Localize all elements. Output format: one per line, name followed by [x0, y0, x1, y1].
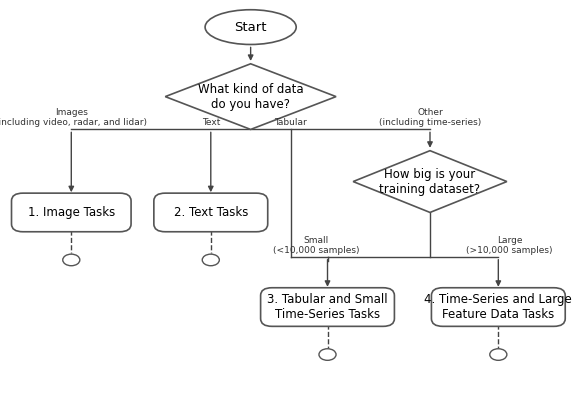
FancyBboxPatch shape	[154, 193, 268, 232]
Text: Large
(>10,000 samples): Large (>10,000 samples)	[467, 236, 553, 255]
Text: Images
(including video, radar, and lidar): Images (including video, radar, and lida…	[0, 108, 148, 128]
Text: Start: Start	[234, 20, 267, 33]
FancyBboxPatch shape	[12, 193, 131, 232]
Text: Small
(<10,000 samples): Small (<10,000 samples)	[273, 236, 360, 255]
Text: How big is your
training dataset?: How big is your training dataset?	[379, 167, 480, 195]
Text: 3. Tabular and Small
Time-Series Tasks: 3. Tabular and Small Time-Series Tasks	[267, 293, 388, 321]
Text: Text: Text	[202, 119, 220, 128]
Text: Other
(including time-series): Other (including time-series)	[379, 108, 481, 128]
Text: 2. Text Tasks: 2. Text Tasks	[174, 206, 248, 219]
Text: 4. Time-Series and Large
Feature Data Tasks: 4. Time-Series and Large Feature Data Ta…	[425, 293, 572, 321]
Polygon shape	[353, 151, 507, 212]
Text: 1. Image Tasks: 1. Image Tasks	[28, 206, 115, 219]
Text: What kind of data
do you have?: What kind of data do you have?	[198, 83, 303, 111]
Ellipse shape	[205, 10, 296, 45]
Text: Tabular: Tabular	[274, 119, 307, 128]
FancyBboxPatch shape	[432, 288, 565, 326]
Polygon shape	[165, 64, 336, 129]
FancyBboxPatch shape	[261, 288, 394, 326]
